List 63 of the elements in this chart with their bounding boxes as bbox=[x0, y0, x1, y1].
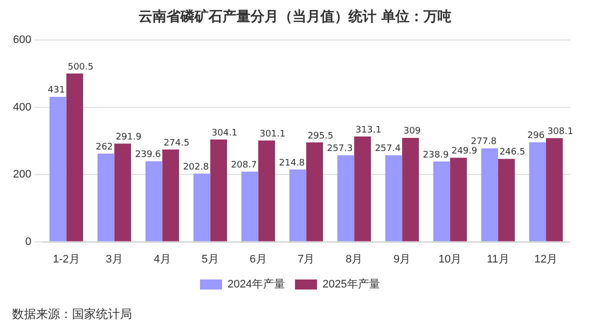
data-label: 257.3 bbox=[326, 144, 353, 154]
bar bbox=[114, 144, 132, 242]
data-label: 214.8 bbox=[279, 158, 306, 168]
data-label: 249.9 bbox=[451, 146, 478, 157]
data-label: 431 bbox=[48, 86, 65, 96]
bar bbox=[481, 148, 498, 242]
bar bbox=[529, 142, 546, 242]
data-label: 309 bbox=[404, 126, 421, 137]
data-label: 239.6 bbox=[135, 150, 162, 160]
data-label: 246.5 bbox=[499, 148, 526, 158]
bar bbox=[498, 158, 515, 242]
bar bbox=[450, 158, 467, 242]
x-tick-label: 3月 bbox=[106, 253, 123, 266]
bar bbox=[193, 174, 210, 242]
y-tick-label: 0 bbox=[25, 236, 32, 248]
bar bbox=[210, 140, 228, 242]
data-label: 202.8 bbox=[183, 162, 210, 172]
bar bbox=[162, 149, 180, 242]
bar bbox=[385, 155, 402, 242]
x-tick-label: 12月 bbox=[534, 253, 558, 266]
data-label: 238.9 bbox=[422, 150, 449, 160]
y-tick-label: 200 bbox=[12, 168, 32, 181]
legend-label: 2024年产量 bbox=[228, 278, 286, 291]
data-label: 295.5 bbox=[308, 131, 334, 142]
x-tick-label: 8月 bbox=[346, 253, 363, 266]
bar bbox=[354, 136, 371, 242]
data-label: 500.5 bbox=[68, 62, 94, 72]
x-tick-label: 1-2月 bbox=[52, 253, 80, 266]
bar bbox=[145, 161, 162, 242]
legend-label: 2025年产量 bbox=[322, 278, 380, 291]
x-tick-label: 7月 bbox=[298, 253, 315, 266]
x-tick-label: 9月 bbox=[394, 253, 411, 266]
y-tick-label: 400 bbox=[12, 101, 32, 114]
bar bbox=[98, 154, 114, 242]
data-label: 296 bbox=[527, 131, 545, 142]
data-label: 304.1 bbox=[212, 128, 238, 138]
data-label: 277.8 bbox=[470, 137, 497, 148]
x-tick-label: 4月 bbox=[154, 253, 171, 266]
bar bbox=[546, 138, 563, 242]
x-tick-label: 10月 bbox=[438, 253, 462, 266]
y-tick-label: 600 bbox=[12, 34, 32, 46]
data-label: 274.5 bbox=[164, 138, 190, 148]
bar bbox=[306, 142, 323, 242]
bar bbox=[241, 172, 258, 242]
bar bbox=[258, 140, 275, 242]
x-tick-label: 5月 bbox=[202, 253, 219, 266]
data-label: 301.1 bbox=[260, 129, 286, 140]
bar bbox=[66, 73, 84, 242]
chart-title: 云南省磷矿石产量分月（当月值）统计 单位：万吨 bbox=[138, 8, 452, 26]
bar bbox=[337, 155, 354, 242]
bar bbox=[433, 161, 450, 242]
bar bbox=[50, 96, 66, 242]
data-label: 308.1 bbox=[547, 127, 574, 138]
x-tick-label: 6月 bbox=[250, 253, 267, 266]
bar bbox=[402, 138, 419, 242]
bar bbox=[289, 170, 306, 242]
data-label: 208.7 bbox=[231, 160, 257, 170]
data-label: 313.1 bbox=[356, 125, 382, 136]
source-note: 数据来源：国家统计局 bbox=[12, 306, 132, 323]
data-label: 257.4 bbox=[374, 144, 401, 154]
data-label: 262 bbox=[96, 142, 113, 153]
data-label: 291.9 bbox=[116, 132, 142, 142]
x-tick-label: 11月 bbox=[486, 253, 510, 266]
